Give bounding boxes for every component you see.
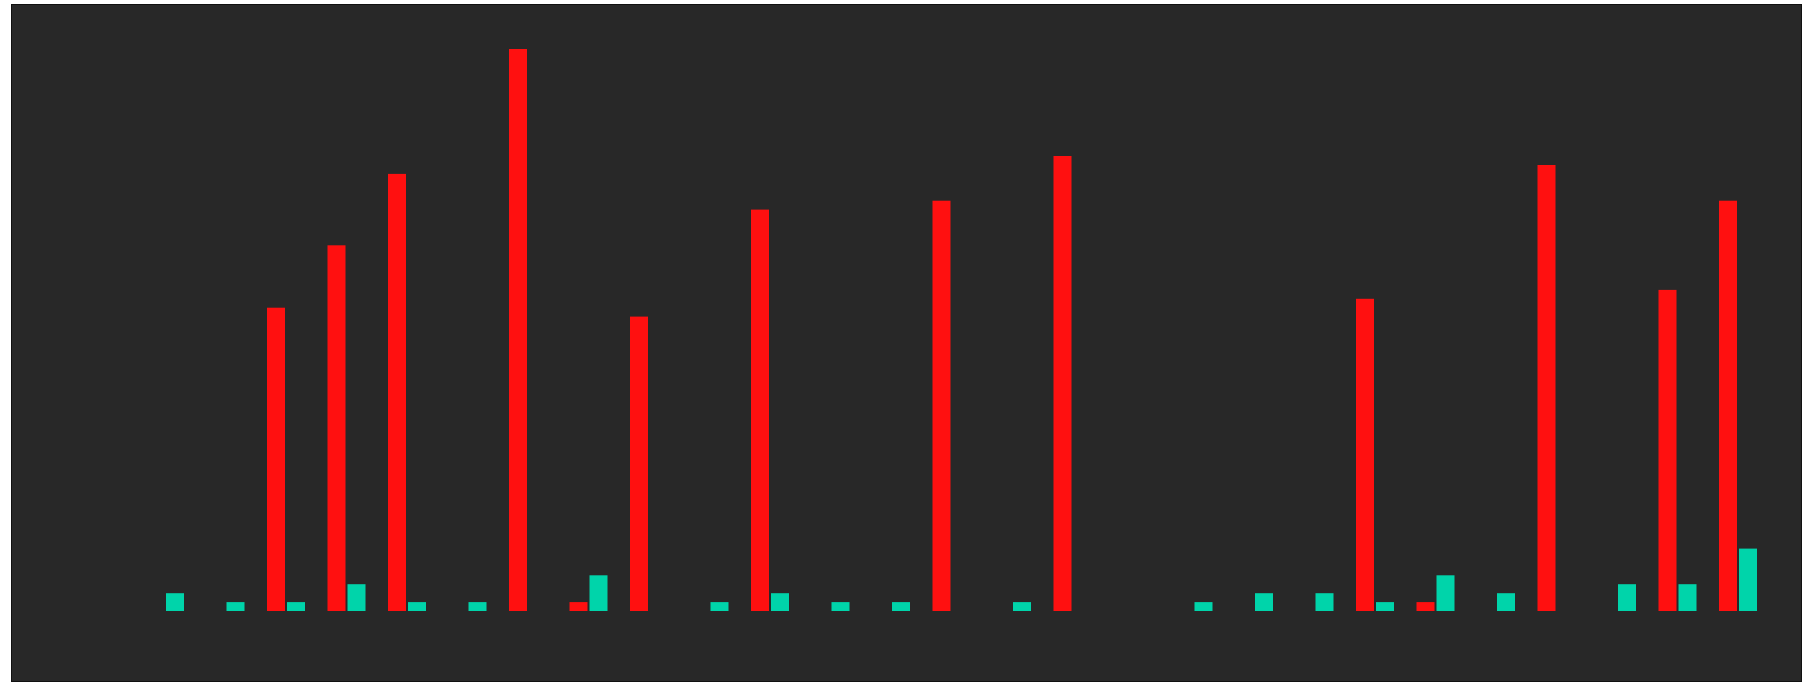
red-bar-24: [1537, 165, 1556, 611]
bars-group: [166, 49, 1757, 612]
teal-bar-26: [1678, 584, 1697, 611]
red-bar-7: [509, 49, 527, 611]
red-bar-16: [1053, 156, 1072, 611]
teal-bar-8: [589, 575, 608, 611]
red-bar-27: [1719, 200, 1737, 611]
red-bar-9: [630, 316, 648, 611]
teal-bar-3: [287, 602, 305, 611]
teal-bar-1: [166, 593, 184, 611]
red-bar-21: [1356, 298, 1374, 611]
teal-bar-25: [1618, 584, 1636, 611]
red-bar-11: [751, 209, 769, 611]
red-bar-4: [327, 245, 346, 612]
teal-bar-21: [1376, 602, 1394, 611]
teal-bar-11: [771, 593, 789, 611]
teal-bar-19: [1255, 593, 1273, 611]
teal-bar-4: [347, 584, 366, 611]
teal-bar-5: [408, 602, 426, 611]
teal-bar-13: [892, 602, 910, 611]
teal-bar-10: [710, 602, 729, 611]
red-bar-22: [1416, 602, 1435, 611]
teal-bar-12: [831, 602, 850, 611]
teal-bar-2: [226, 602, 245, 611]
red-bar-3: [267, 307, 285, 611]
teal-bar-27: [1739, 548, 1757, 611]
bar-chart: [166, 49, 1757, 612]
teal-bar-22: [1436, 575, 1455, 611]
chart-frame: [11, 4, 1802, 682]
teal-bar-23: [1497, 593, 1515, 611]
red-bar-5: [388, 173, 406, 611]
teal-bar-15: [1013, 602, 1031, 611]
red-bar-26: [1658, 289, 1677, 611]
teal-bar-6: [468, 602, 487, 611]
teal-bar-18: [1194, 602, 1213, 611]
teal-bar-20: [1315, 593, 1334, 611]
red-bar-14: [932, 200, 951, 611]
red-bar-8: [569, 602, 588, 611]
